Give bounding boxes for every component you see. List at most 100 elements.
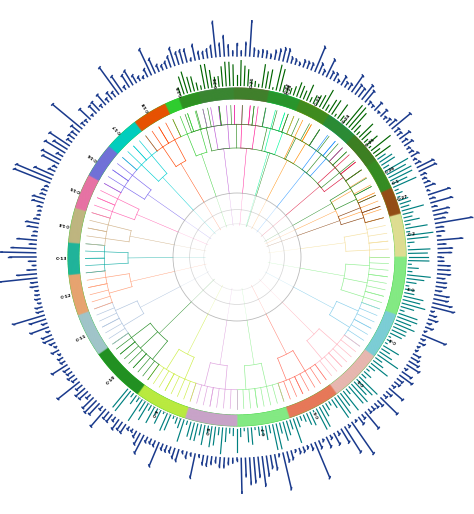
Polygon shape: [293, 405, 298, 415]
Polygon shape: [390, 213, 400, 217]
Polygon shape: [370, 341, 380, 348]
Polygon shape: [221, 415, 224, 425]
Polygon shape: [207, 91, 210, 101]
Polygon shape: [71, 225, 82, 228]
Polygon shape: [373, 170, 382, 176]
Polygon shape: [342, 131, 350, 139]
Polygon shape: [111, 362, 120, 370]
Polygon shape: [186, 96, 191, 106]
Polygon shape: [68, 251, 79, 253]
Polygon shape: [217, 414, 219, 425]
Polygon shape: [192, 410, 196, 420]
Polygon shape: [383, 316, 394, 321]
Polygon shape: [240, 415, 241, 426]
Polygon shape: [178, 406, 183, 415]
Polygon shape: [264, 413, 267, 423]
Polygon shape: [70, 234, 80, 236]
Polygon shape: [349, 138, 357, 146]
Polygon shape: [300, 402, 305, 412]
Polygon shape: [354, 143, 363, 151]
Polygon shape: [266, 412, 269, 423]
Polygon shape: [388, 208, 399, 211]
Circle shape: [206, 226, 268, 288]
Polygon shape: [391, 217, 401, 221]
Polygon shape: [159, 107, 165, 117]
Polygon shape: [356, 146, 365, 154]
Polygon shape: [115, 366, 123, 374]
Polygon shape: [76, 204, 87, 208]
Polygon shape: [246, 415, 247, 426]
Polygon shape: [98, 161, 107, 168]
Polygon shape: [134, 382, 141, 391]
Polygon shape: [259, 90, 261, 100]
Polygon shape: [74, 298, 84, 303]
Polygon shape: [239, 415, 241, 426]
Polygon shape: [82, 190, 92, 195]
Polygon shape: [218, 414, 220, 425]
Polygon shape: [161, 106, 167, 116]
Polygon shape: [250, 415, 252, 425]
Polygon shape: [80, 314, 90, 319]
Polygon shape: [380, 184, 390, 189]
Polygon shape: [378, 181, 388, 186]
Polygon shape: [395, 267, 405, 269]
Polygon shape: [315, 110, 321, 120]
Polygon shape: [70, 235, 80, 237]
Polygon shape: [395, 268, 405, 271]
Polygon shape: [107, 358, 116, 365]
Polygon shape: [97, 162, 106, 169]
Polygon shape: [395, 245, 405, 247]
Polygon shape: [68, 258, 79, 259]
Polygon shape: [80, 316, 90, 320]
Polygon shape: [355, 144, 364, 152]
Polygon shape: [262, 413, 265, 424]
Polygon shape: [369, 344, 378, 351]
Polygon shape: [387, 203, 397, 207]
Polygon shape: [353, 142, 361, 150]
Polygon shape: [288, 97, 292, 107]
Polygon shape: [75, 210, 85, 213]
Polygon shape: [154, 109, 160, 119]
Polygon shape: [298, 101, 302, 111]
Polygon shape: [370, 342, 379, 350]
Polygon shape: [297, 403, 302, 413]
Polygon shape: [246, 88, 248, 99]
Polygon shape: [379, 182, 389, 188]
Polygon shape: [387, 201, 397, 206]
Polygon shape: [192, 94, 196, 104]
Polygon shape: [81, 193, 91, 198]
Polygon shape: [77, 306, 87, 311]
Polygon shape: [392, 222, 402, 225]
Polygon shape: [70, 233, 80, 236]
Polygon shape: [291, 406, 295, 416]
Polygon shape: [250, 415, 253, 425]
Polygon shape: [74, 211, 85, 214]
Polygon shape: [335, 124, 342, 133]
Polygon shape: [135, 122, 142, 131]
Polygon shape: [337, 126, 345, 135]
Polygon shape: [327, 118, 334, 127]
Polygon shape: [318, 112, 324, 121]
Polygon shape: [297, 403, 302, 413]
Polygon shape: [158, 397, 164, 407]
Polygon shape: [381, 322, 391, 328]
Polygon shape: [160, 106, 166, 116]
Polygon shape: [329, 120, 337, 129]
Polygon shape: [334, 381, 342, 390]
Polygon shape: [101, 157, 110, 163]
Polygon shape: [94, 341, 103, 347]
Polygon shape: [376, 176, 386, 182]
Polygon shape: [302, 103, 307, 113]
Polygon shape: [93, 340, 103, 347]
Polygon shape: [320, 113, 326, 123]
Polygon shape: [72, 222, 82, 226]
Polygon shape: [239, 88, 240, 99]
Polygon shape: [380, 324, 390, 330]
Polygon shape: [352, 141, 361, 149]
Polygon shape: [191, 410, 195, 420]
Polygon shape: [173, 101, 178, 111]
Polygon shape: [314, 109, 320, 119]
Polygon shape: [89, 333, 98, 338]
Polygon shape: [266, 91, 269, 101]
Polygon shape: [138, 385, 145, 394]
